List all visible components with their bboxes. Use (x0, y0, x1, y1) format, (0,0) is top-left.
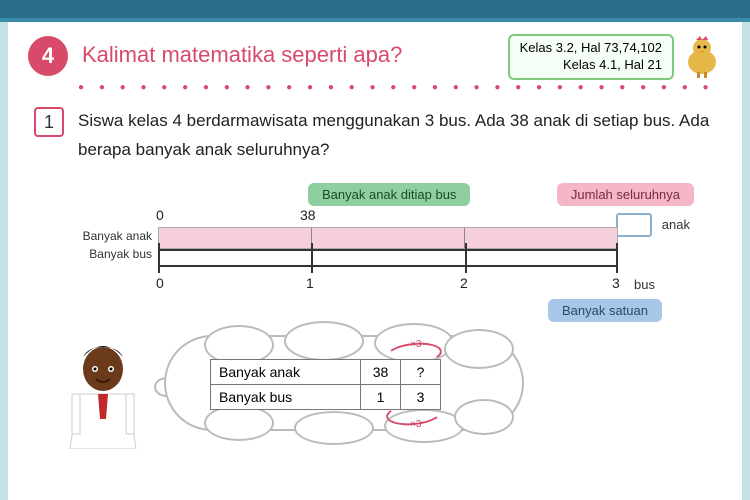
thought-bubble: Banyak anak 38 ? Banyak bus 1 3 ×3 ×3 (164, 333, 524, 441)
unit-bus: bus (634, 277, 655, 292)
axis-bot-1: 1 (306, 275, 314, 291)
row-label-bus: Banyak bus (60, 247, 152, 261)
cell-val: ? (401, 359, 441, 384)
divider-dots: ● ● ● ● ● ● ● ● ● ● ● ● ● ● ● ● ● ● ● ● … (78, 82, 722, 93)
question-text: Siswa kelas 4 berdarmawisata menggunakan… (78, 107, 722, 165)
mult-top: ×3 (410, 339, 421, 350)
ratio-table: Banyak anak 38 ? Banyak bus 1 3 (210, 359, 441, 410)
worksheet-page: 4 Kalimat matematika seperti apa? Kelas … (8, 22, 742, 500)
cell-label: Banyak anak (211, 359, 361, 384)
table-row: Banyak bus 1 3 (211, 384, 441, 409)
tag-unit: Banyak satuan (548, 299, 662, 322)
reference-line-1: Kelas 3.2, Hal 73,74,102 (520, 40, 662, 57)
question-block: 1 Siswa kelas 4 berdarmawisata menggunak… (34, 107, 722, 165)
axis-bot-3: 3 (612, 275, 620, 291)
tag-total: Jumlah seluruhnya (557, 183, 694, 206)
lesson-title: Kalimat matematika seperti apa? (82, 42, 402, 68)
axis-top-38: 38 (300, 207, 316, 223)
cell-val: 1 (361, 384, 401, 409)
header: 4 Kalimat matematika seperti apa? Kelas … (28, 36, 722, 76)
lesson-number-badge: 4 (28, 36, 68, 76)
bar-bus-axis (158, 249, 618, 267)
chicken-icon (678, 32, 726, 80)
bar-chart (158, 227, 618, 279)
mult-bottom: ×3 (410, 419, 421, 430)
reference-line-2: Kelas 4.1, Hal 21 (520, 57, 662, 74)
bar-seg-3 (465, 228, 617, 248)
bar-seg-2 (312, 228, 465, 248)
tag-per-bus: Banyak anak ditiap bus (308, 183, 470, 206)
unit-anak: anak (662, 217, 690, 232)
cell-val: 3 (401, 384, 441, 409)
cell-val: 38 (361, 359, 401, 384)
window-titlebar (0, 0, 750, 22)
cell-label: Banyak bus (211, 384, 361, 409)
diagram: Banyak anak ditiap bus Jumlah seluruhnya… (28, 183, 722, 443)
bar-anak (158, 227, 618, 249)
student-icon (58, 339, 148, 449)
answer-input-box[interactable] (616, 213, 652, 237)
row-label-anak: Banyak anak (60, 229, 152, 243)
table-row: Banyak anak 38 ? (211, 359, 441, 384)
reference-box: Kelas 3.2, Hal 73,74,102 Kelas 4.1, Hal … (508, 34, 674, 80)
question-number: 1 (34, 107, 64, 137)
bar-seg-1 (159, 228, 312, 248)
axis-top-0: 0 (156, 207, 164, 223)
axis-bot-0: 0 (156, 275, 164, 291)
axis-bot-2: 2 (460, 275, 468, 291)
